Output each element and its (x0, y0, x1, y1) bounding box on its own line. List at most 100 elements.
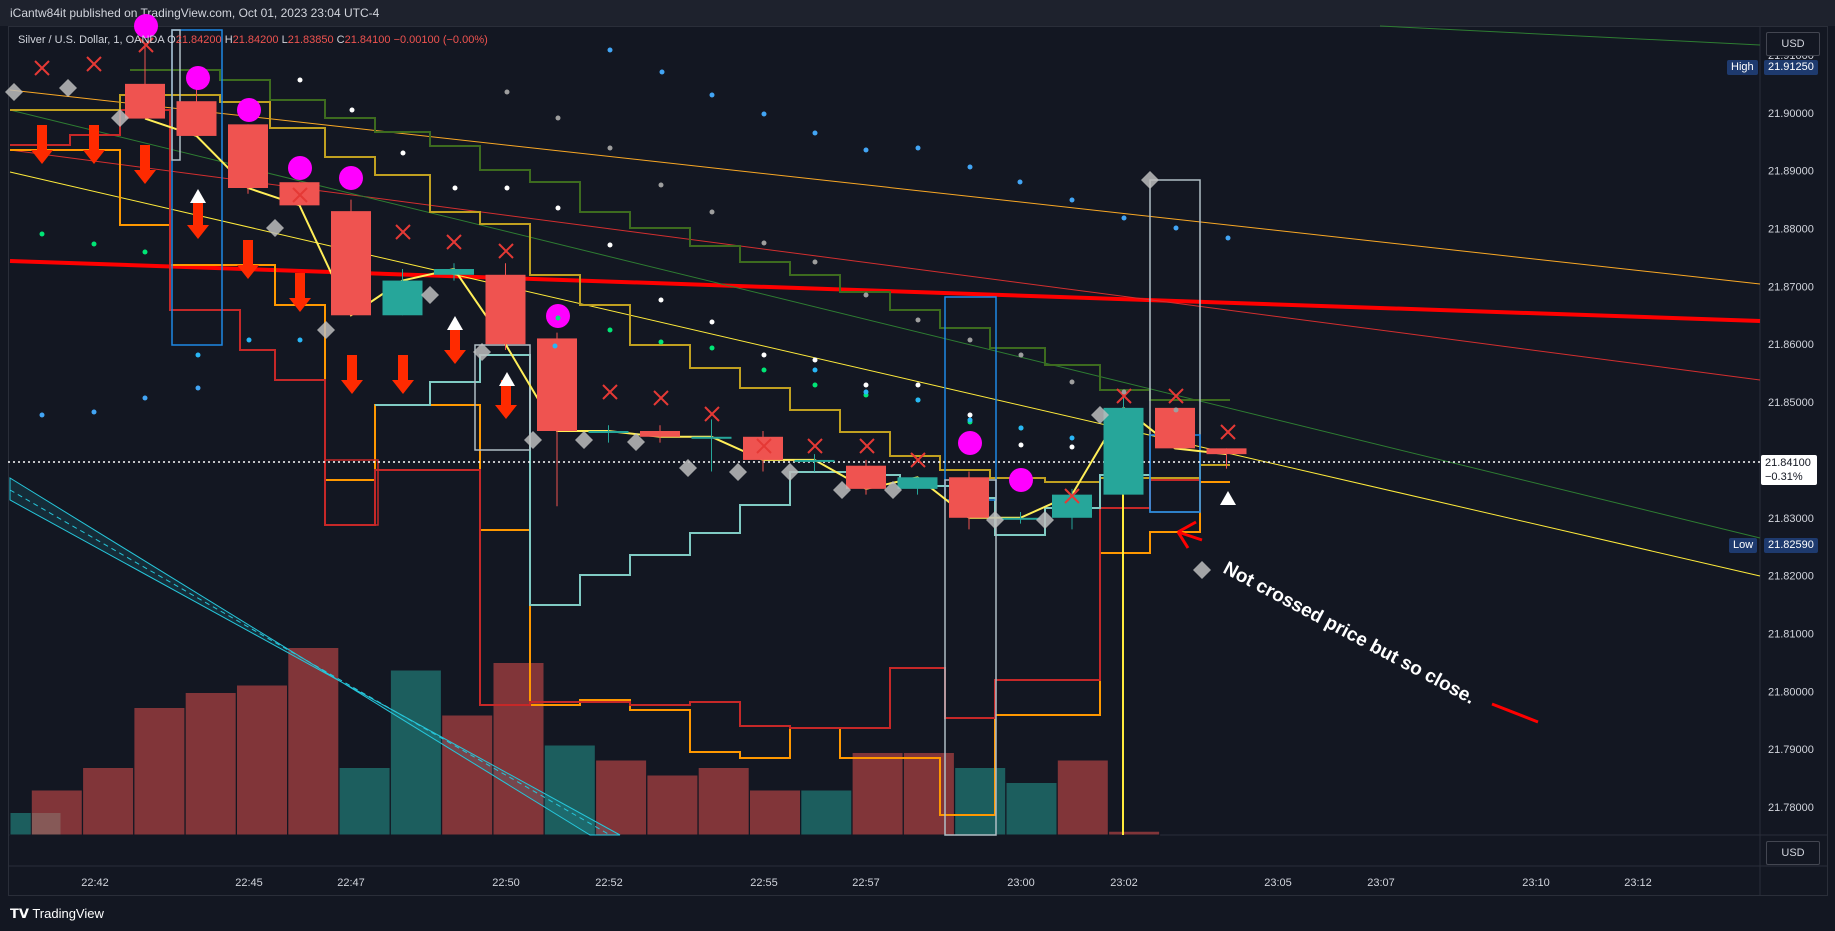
indicator-dot-icon (1018, 442, 1024, 448)
candle-body (640, 431, 680, 437)
buy-triangle-icon (499, 372, 515, 386)
cross-signal-icon (602, 384, 618, 400)
candle-body (485, 274, 526, 345)
indicator-dot-icon (915, 317, 921, 323)
indicator-dot-icon (658, 182, 664, 188)
chart-frame (8, 26, 1828, 896)
volume-bar (595, 759, 648, 836)
candle-body (794, 459, 835, 462)
buy-triangle-icon (190, 189, 206, 203)
time-tick-label: 22:47 (337, 877, 365, 889)
candles (125, 43, 1247, 530)
diamond-marker-icon (524, 431, 542, 449)
sell-arrow-icon (83, 150, 105, 164)
time-axis[interactable]: 22:42 22:45 22:47 22:50 22:52 22:55 22:57 23:00… (81, 877, 1652, 889)
diamond-marker-icon (1036, 511, 1054, 529)
indicator-dot-icon (967, 164, 973, 170)
indicator-dot-icon (1121, 215, 1127, 221)
time-tick-label: 23:05 (1264, 877, 1292, 889)
indicator-dot-icon (967, 417, 973, 423)
time-tick-label: 23:02 (1110, 877, 1138, 889)
candle-body (1000, 517, 1041, 520)
indicator-dot-icon (297, 337, 303, 343)
indicator-dot-icon (915, 145, 921, 151)
time-tick-label: 23:07 (1367, 877, 1395, 889)
indicator-dot-icon (1018, 425, 1024, 431)
cross-signal-icon (756, 438, 772, 454)
trend-line-yellow (9, 171, 1761, 577)
time-tick-label: 22:55 (750, 877, 778, 889)
pink-signal-icon (958, 431, 982, 455)
volume-bar (287, 647, 340, 836)
sell-arrow-icon (193, 200, 203, 225)
cross-signal-icon (86, 56, 102, 72)
step-line-darkred (10, 109, 1200, 729)
buy-triangle-icon (1220, 491, 1236, 505)
cross-signal-icon (704, 406, 720, 422)
price-tick-label: 21.86000 (1768, 339, 1814, 351)
indicator-dot-icon (297, 77, 303, 83)
indicator-dot-icon (39, 231, 45, 237)
volume-bar (1005, 782, 1058, 836)
volume-bar (184, 692, 237, 836)
volume-bar (697, 767, 750, 836)
indicator-dot-icon (607, 242, 613, 248)
change-value: −0.00100 (−0.00%) (393, 34, 488, 46)
indicator-dot-icon (246, 337, 252, 343)
signal-markers (5, 14, 1236, 579)
cross-signal-icon (653, 390, 669, 406)
last-price-tag: 21.84100 −0.31% (1761, 455, 1817, 485)
currency-button-top[interactable]: USD (1766, 32, 1820, 56)
brand-name[interactable]: TradingView (32, 906, 104, 921)
candle-body (691, 436, 732, 439)
indicator-lines (8, 25, 1761, 836)
sell-arrow-icon (237, 265, 259, 279)
sell-arrow-icon (37, 125, 47, 150)
indicator-dot-icon (1121, 389, 1127, 395)
diamond-marker-icon (317, 321, 335, 339)
channel-midline (9, 489, 611, 836)
regression-channel (9, 477, 621, 836)
volume-bar (851, 752, 904, 836)
sell-arrow-icon (243, 240, 253, 265)
indicator-dot-icon (863, 292, 869, 298)
volume-bar (492, 662, 545, 836)
time-tick-label: 22:50 (492, 877, 520, 889)
sell-arrow-icon (289, 298, 311, 312)
volume-bar (646, 774, 699, 836)
sell-arrow-icon (187, 225, 209, 239)
indicator-dot-icon (863, 382, 869, 388)
volume-bar (902, 752, 955, 836)
sell-arrow-icon (347, 355, 357, 380)
indicator-dot-icon (761, 111, 767, 117)
volume-bar (389, 669, 442, 836)
indicator-dot-icon (555, 315, 561, 321)
volume-bar (133, 707, 186, 836)
diamond-marker-icon (884, 481, 902, 499)
indicator-dot-icon (555, 115, 561, 121)
indicator-dot-icon (1173, 225, 1179, 231)
volume-bar (441, 714, 494, 836)
diamond-marker-icon (627, 433, 645, 451)
candle-body (1206, 448, 1247, 455)
indicator-dot-icon (761, 367, 767, 373)
diamond-marker-icon (781, 463, 799, 481)
indicator-dot-icon (761, 240, 767, 246)
pink-signal-icon (134, 14, 158, 38)
last-price-change: −0.31% (1765, 471, 1803, 483)
cross-signal-icon (1064, 488, 1080, 504)
buy-triangle-icon (447, 316, 463, 330)
indicator-dot-icon (400, 150, 406, 156)
diamond-marker-icon (421, 286, 439, 304)
indicator-dot-icon (967, 337, 973, 343)
indicator-dot-icon (555, 205, 561, 211)
candle-body (588, 431, 629, 433)
pink-signal-icon (339, 166, 363, 190)
cross-signal-icon (1220, 424, 1236, 440)
cross-signal-icon (498, 243, 514, 259)
diamond-marker-icon (1141, 171, 1159, 189)
currency-button-bottom[interactable]: USD (1766, 841, 1820, 865)
price-axis[interactable]: 21.78000 21.79000 21.80000 21.81000 21.82000… (1768, 50, 1814, 814)
high-tag-label: High (1727, 60, 1758, 75)
